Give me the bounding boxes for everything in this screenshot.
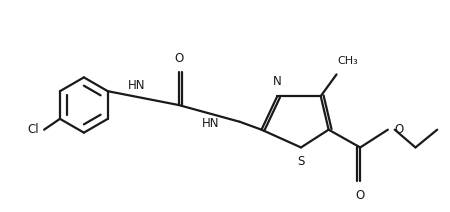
Text: HN: HN xyxy=(128,79,145,92)
Text: HN: HN xyxy=(202,117,219,130)
Text: O: O xyxy=(174,52,183,64)
Text: Cl: Cl xyxy=(27,123,39,136)
Text: O: O xyxy=(395,123,404,136)
Text: O: O xyxy=(356,189,365,202)
Text: CH₃: CH₃ xyxy=(338,56,358,66)
Text: N: N xyxy=(273,75,282,88)
Text: S: S xyxy=(297,155,305,168)
